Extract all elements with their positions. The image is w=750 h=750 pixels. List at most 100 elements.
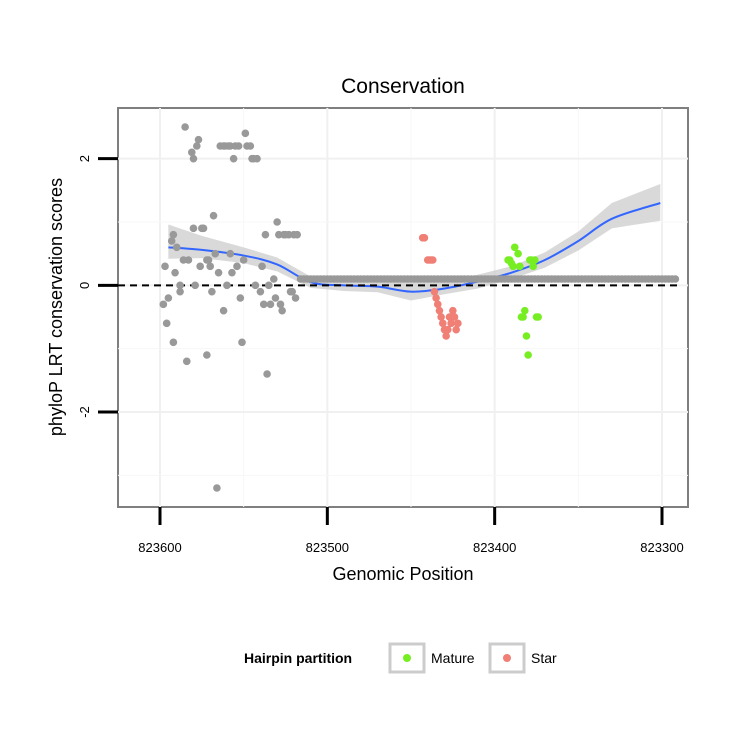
point-other: [171, 268, 179, 277]
legend-key-mature: [388, 642, 426, 674]
point-other: [209, 211, 218, 220]
point-other: [278, 306, 286, 315]
point-star: [438, 319, 447, 328]
point-mature: [534, 313, 542, 321]
point-other: [239, 256, 248, 264]
point-other: [172, 243, 181, 252]
x-tick-label: 823400: [473, 540, 516, 555]
point-other: [269, 275, 278, 283]
point-other: [226, 249, 235, 258]
point-star: [452, 325, 460, 334]
point-other: [259, 300, 268, 309]
point-other: [167, 237, 176, 245]
point-mature: [531, 256, 539, 264]
point-other: [176, 281, 184, 290]
gridlines: [118, 108, 688, 507]
point-other: [261, 230, 270, 239]
point-other: [182, 357, 191, 366]
point-other: [169, 338, 178, 347]
smooth-trend-line: [168, 202, 661, 293]
y-axis-label: phyloP LRT conservation scores: [46, 178, 66, 436]
point-mature: [522, 332, 531, 340]
point-other: [208, 287, 216, 296]
point-star: [454, 319, 462, 328]
point-mature: [510, 243, 519, 252]
point-mature: [509, 262, 517, 271]
point-other: [214, 268, 223, 277]
point-star: [447, 319, 455, 328]
x-tick-label: 823600: [138, 540, 181, 555]
point-other: [264, 281, 273, 290]
legend-title: Hairpin partition: [244, 650, 352, 666]
y-axis: -2 0 2: [77, 155, 118, 418]
point-star: [432, 294, 440, 302]
y-tick-label: -2: [77, 406, 92, 418]
point-other: [161, 262, 169, 271]
point-other: [293, 230, 302, 239]
point-other: [236, 294, 245, 302]
point-other: [206, 262, 214, 271]
point-star: [437, 313, 445, 321]
point-other: [253, 154, 261, 163]
point-other: [241, 129, 250, 138]
point-other: [276, 300, 285, 309]
point-other: [238, 338, 246, 347]
point-mature: [529, 262, 537, 271]
plot-panel: [117, 107, 689, 508]
point-other: [164, 294, 173, 302]
point-star: [433, 300, 442, 309]
point-other: [191, 281, 199, 290]
point-other: [211, 249, 220, 258]
point-other: [187, 148, 196, 157]
point-other: [266, 300, 275, 309]
point-other: [204, 256, 213, 264]
point-other: [193, 142, 201, 150]
point-other: [194, 135, 203, 144]
point-star: [450, 313, 459, 321]
point-other: [229, 154, 238, 163]
point-other: [199, 224, 208, 233]
point-star: [444, 325, 452, 334]
point-other: [213, 484, 221, 492]
legend-label-mature: Mature: [431, 650, 475, 666]
point-mature: [515, 262, 524, 271]
point-other: [271, 294, 280, 302]
point-other: [189, 224, 198, 233]
point-star: [449, 306, 457, 315]
point-other: [263, 370, 271, 378]
x-axis: 823600 823500 823400 823300: [138, 507, 684, 555]
legend-label-star: Star: [531, 650, 557, 666]
point-other: [233, 262, 241, 271]
point-star: [428, 256, 437, 264]
point-mature: [520, 306, 529, 315]
legend-dot-star: [503, 654, 511, 662]
point-other: [196, 262, 204, 271]
point-other: [228, 268, 236, 277]
point-other: [159, 300, 168, 309]
point-other: [223, 281, 231, 290]
point-other: [273, 218, 281, 226]
point-star: [430, 287, 439, 296]
point-star: [420, 234, 429, 242]
point-other: [219, 306, 228, 315]
point-other: [203, 351, 211, 359]
y-tick-label: 2: [77, 155, 92, 162]
legend: Hairpin partition Mature Star: [244, 642, 557, 674]
point-other: [291, 294, 300, 302]
point-mature: [514, 249, 522, 258]
point-other: [184, 256, 193, 264]
point-other: [181, 123, 189, 131]
point-other: [162, 319, 171, 328]
point-other: [189, 154, 198, 163]
data-points: [159, 123, 680, 492]
y-tick-label: 0: [77, 282, 92, 289]
point-mature: [524, 351, 532, 359]
point-other: [176, 287, 184, 296]
legend-dot-mature: [403, 654, 411, 662]
point-other: [246, 142, 255, 150]
point-other: [258, 262, 266, 271]
point-star: [435, 306, 444, 315]
smooth-curve: [168, 202, 661, 293]
legend-key-star: [488, 642, 526, 674]
